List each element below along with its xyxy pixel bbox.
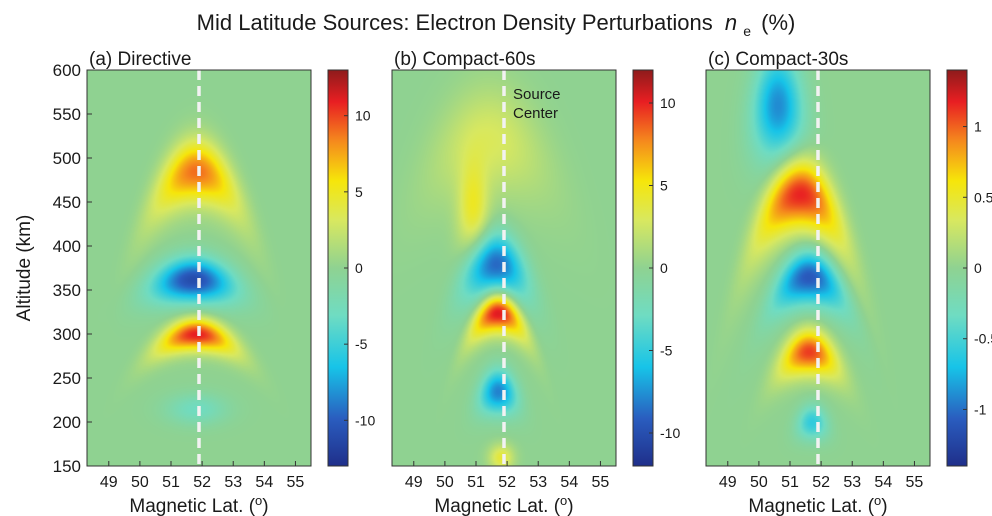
y-tick-label: 550	[53, 105, 81, 124]
x-axis-label: Magnetic Lat. (o)	[129, 493, 268, 516]
plot-frame	[86, 69, 312, 467]
colorbar-tick-label: -1	[974, 401, 987, 417]
x-tick-label: 51	[162, 474, 180, 491]
panel-3: 49 50 51 52 53 54 55 Magnetic Lat. (o) (c) Compa…	[705, 49, 992, 516]
x-tick-label: 51	[467, 474, 485, 491]
y-tick-label: 450	[53, 193, 81, 212]
colorbar-tick-label: 10	[660, 95, 676, 111]
y-tick-label: 300	[53, 325, 81, 344]
plot-frame	[391, 69, 617, 467]
y-tick-label: 250	[53, 369, 81, 388]
colorbar-tick-label: 5	[355, 184, 363, 200]
x-tick-label: 52	[812, 474, 830, 491]
colorbar-tick-label: 0	[974, 260, 982, 276]
colorbar-tick-label: -0.5	[974, 331, 992, 347]
x-tick-label: 49	[100, 474, 118, 491]
x-tick-label: 55	[287, 474, 305, 491]
y-tick-label: 500	[53, 149, 81, 168]
x-tick-label: 53	[843, 474, 861, 491]
x-tick-label: 54	[255, 474, 273, 491]
x-tick-label: 52	[193, 474, 211, 491]
y-tick-label: 350	[53, 281, 81, 300]
figure-title-unit: (%)	[761, 10, 795, 35]
colorbar-tick-label: -10	[355, 412, 375, 428]
x-tick-label: 55	[592, 474, 610, 491]
x-tick-label: 50	[131, 474, 149, 491]
colorbar-tick-label: -5	[660, 343, 673, 359]
x-tick-label: 49	[405, 474, 423, 491]
y-tick-label: 600	[53, 61, 81, 80]
x-tick-label: 53	[224, 474, 242, 491]
x-tick-label: 55	[906, 474, 924, 491]
x-tick-label: 54	[560, 474, 578, 491]
panel-label: (c) Compact-30s	[708, 49, 848, 70]
y-tick-label: 200	[53, 413, 81, 432]
x-axis-label: Magnetic Lat. (o)	[434, 493, 573, 516]
plot-frame	[705, 69, 931, 467]
colorbar-tick-label: 0.5	[974, 189, 992, 205]
colorbar-tick-label: 0	[355, 260, 363, 276]
colorbar-tick-label: 10	[355, 108, 371, 124]
y-tick-label: 150	[53, 457, 81, 476]
x-axis-label: Magnetic Lat. (o)	[748, 493, 887, 516]
colorbar-tick-label: 0	[660, 260, 668, 276]
x-tick-label: 52	[498, 474, 516, 491]
colorbar-tick-label: 1	[974, 119, 982, 135]
figure-title-symbol: n	[725, 10, 737, 35]
figure-title-subscript: e	[743, 23, 751, 39]
colorbar-tick-label: -10	[660, 425, 680, 441]
y-axis-label: Altitude (km)	[14, 215, 35, 322]
x-tick-label: 49	[719, 474, 737, 491]
figure-title: Mid Latitude Sources: Electron Density P…	[197, 10, 796, 41]
colorbar-tick-label: 5	[660, 178, 668, 194]
colorbar-tick-label: -5	[355, 336, 368, 352]
x-tick-label: 50	[436, 474, 454, 491]
x-tick-label: 50	[750, 474, 768, 491]
x-tick-label: 54	[874, 474, 892, 491]
x-tick-label: 53	[529, 474, 547, 491]
x-tick-label: 51	[781, 474, 799, 491]
panel-label: (a) Directive	[89, 49, 191, 70]
y-tick-label: 400	[53, 237, 81, 256]
figure-title-text: Mid Latitude Sources: Electron Density P…	[197, 10, 713, 35]
panel-label: (b) Compact-60s	[394, 49, 536, 70]
source-center-annotation: Source Center	[513, 86, 561, 122]
